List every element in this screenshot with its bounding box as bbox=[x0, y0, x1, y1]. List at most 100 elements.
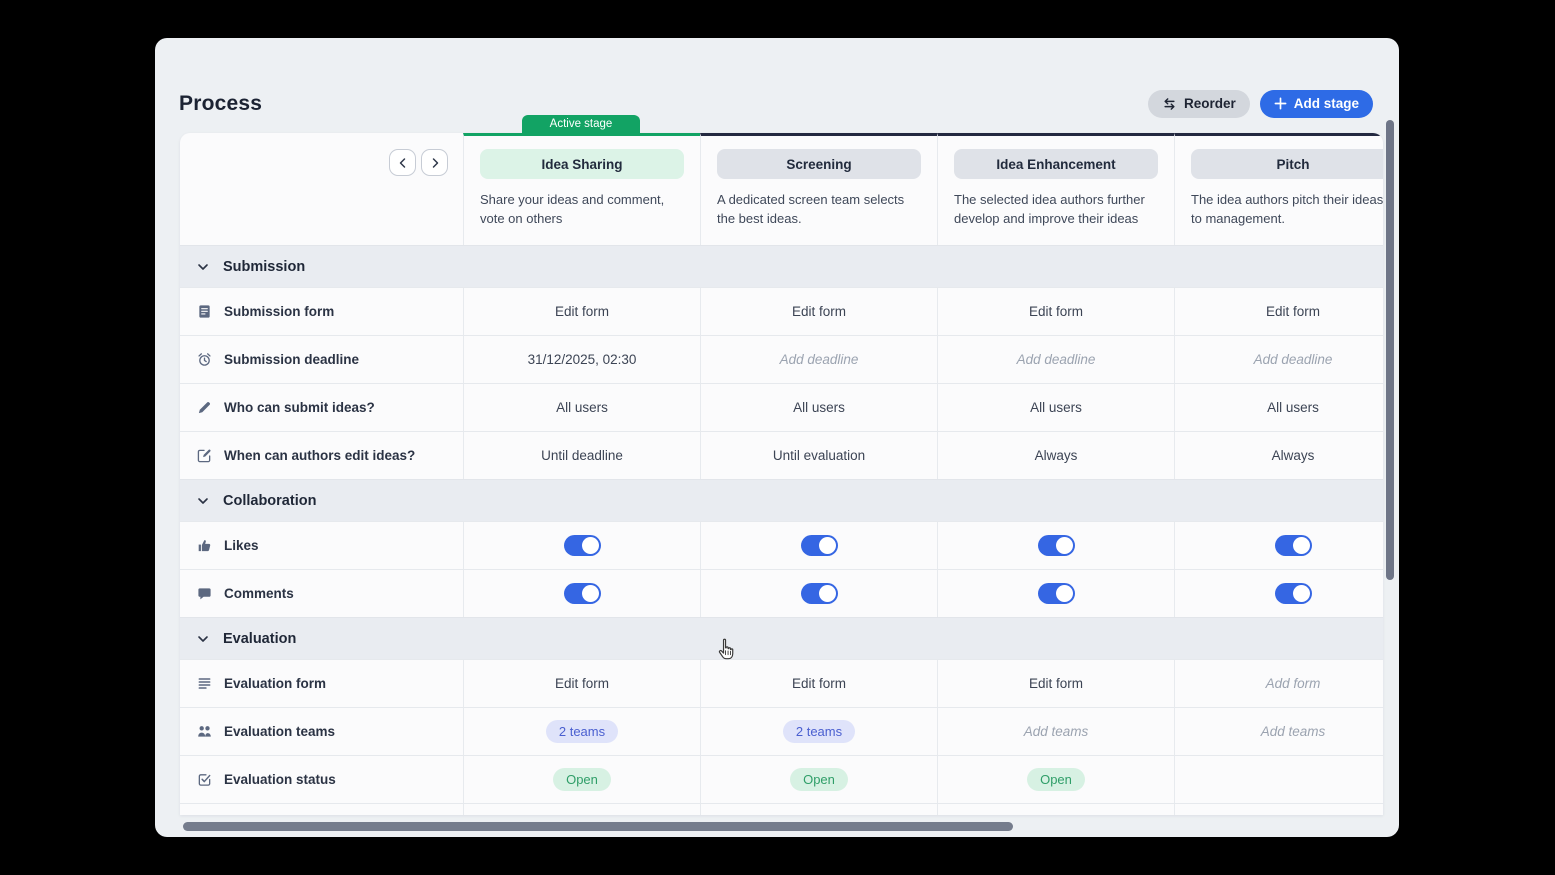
edit-form-action[interactable]: Edit form bbox=[554, 676, 609, 691]
chevron-right-icon bbox=[432, 157, 438, 168]
row-label: Likes bbox=[224, 538, 259, 553]
panel-header: Process Reorder Add stage bbox=[155, 38, 1399, 133]
who-can-submit-select[interactable]: All users bbox=[793, 400, 845, 415]
table-cell bbox=[700, 570, 937, 617]
table-cell bbox=[937, 570, 1174, 617]
add-teams-action[interactable]: Add teams bbox=[1260, 724, 1326, 739]
edit-form-action[interactable]: Edit form bbox=[1265, 304, 1320, 319]
add-deadline-action[interactable]: Add deadline bbox=[779, 352, 859, 367]
status-badge[interactable]: Open bbox=[1027, 768, 1085, 791]
table-cell: Edit form bbox=[937, 660, 1174, 707]
teams-badge[interactable]: 2 teams bbox=[545, 720, 619, 743]
who-can-submit-select[interactable]: All users bbox=[1030, 400, 1082, 415]
stage-name-pill[interactable]: Idea Enhancement bbox=[954, 149, 1158, 179]
vertical-scrollbar-thumb[interactable] bbox=[1386, 120, 1394, 580]
who-can-submit-select[interactable]: All users bbox=[556, 400, 608, 415]
alarm-clock-icon bbox=[197, 352, 212, 367]
stage-name-pill[interactable]: Screening bbox=[717, 149, 921, 179]
toggle-knob bbox=[1292, 585, 1310, 602]
edit-form-action[interactable]: Edit form bbox=[554, 304, 609, 319]
status-badge[interactable]: Open bbox=[553, 768, 611, 791]
section-header-collaboration[interactable]: Collaboration bbox=[180, 479, 1383, 521]
next-stage-button[interactable] bbox=[421, 149, 448, 176]
thumbs-up-icon bbox=[197, 538, 212, 553]
who-can-submit-select[interactable]: All users bbox=[1267, 400, 1319, 415]
prev-stage-button[interactable] bbox=[389, 149, 416, 176]
list-icon bbox=[197, 676, 212, 691]
add-deadline-action[interactable]: Add deadline bbox=[1016, 352, 1096, 367]
row-label-cell: Submission form bbox=[180, 288, 463, 335]
table-cell: Always bbox=[1174, 432, 1383, 479]
add-stage-button[interactable]: Add stage bbox=[1259, 89, 1373, 118]
process-table-wrap: Active stage Idea Sharing Sh bbox=[180, 115, 1383, 815]
status-badge[interactable]: Open bbox=[790, 768, 848, 791]
teams-badge[interactable]: 2 teams bbox=[782, 720, 856, 743]
form-icon bbox=[197, 304, 212, 319]
table-cell: Edit form bbox=[700, 660, 937, 707]
chevron-down-icon bbox=[198, 635, 208, 642]
table-cell: All users bbox=[1174, 384, 1383, 431]
add-form-action[interactable]: Add form bbox=[1265, 676, 1321, 691]
checkbox-icon bbox=[197, 772, 212, 787]
comments-toggle[interactable] bbox=[563, 583, 601, 604]
stage-nav-cell bbox=[180, 133, 463, 245]
reorder-button[interactable]: Reorder bbox=[1147, 89, 1250, 118]
edit-window-select[interactable]: Until evaluation bbox=[772, 448, 866, 463]
row-label-cell: Comments bbox=[180, 570, 463, 617]
likes-toggle[interactable] bbox=[800, 535, 838, 556]
table-cell: Add deadline bbox=[1174, 336, 1383, 383]
active-stage-badge: Active stage bbox=[522, 115, 640, 133]
table-cell: Always bbox=[937, 432, 1174, 479]
table-cell: Add deadline bbox=[700, 336, 937, 383]
reorder-label: Reorder bbox=[1183, 96, 1236, 111]
stage-header-idea-sharing: Idea Sharing Share your ideas and commen… bbox=[463, 133, 700, 245]
section-header-evaluation[interactable]: Evaluation bbox=[180, 617, 1383, 659]
row-label-cell: Evaluation status bbox=[180, 756, 463, 803]
section-header-submission[interactable]: Submission bbox=[180, 245, 1383, 287]
add-teams-action[interactable]: Add teams bbox=[1023, 724, 1089, 739]
table-cell: Edit form bbox=[700, 288, 937, 335]
page-title: Process bbox=[179, 91, 263, 115]
table-row-partial bbox=[180, 803, 1383, 815]
deadline-value[interactable]: 31/12/2025, 02:30 bbox=[527, 352, 637, 367]
edit-form-action[interactable]: Edit form bbox=[791, 676, 846, 691]
row-label: Evaluation status bbox=[224, 772, 336, 787]
row-label: When can authors edit ideas? bbox=[224, 448, 416, 463]
table-cell: Open bbox=[463, 756, 700, 803]
edit-window-select[interactable]: Always bbox=[1034, 448, 1078, 463]
comments-toggle[interactable] bbox=[800, 583, 838, 604]
likes-toggle[interactable] bbox=[1037, 535, 1075, 556]
likes-toggle[interactable] bbox=[563, 535, 601, 556]
table-cell: All users bbox=[700, 384, 937, 431]
table-cell: All users bbox=[937, 384, 1174, 431]
table-cell: 2 teams bbox=[700, 708, 937, 755]
edit-box-icon bbox=[197, 448, 212, 463]
comments-toggle[interactable] bbox=[1037, 583, 1075, 604]
edit-form-action[interactable]: Edit form bbox=[791, 304, 846, 319]
row-label-cell bbox=[180, 804, 463, 815]
horizontal-scrollbar-thumb[interactable] bbox=[183, 822, 1013, 831]
row-label: Who can submit ideas? bbox=[224, 400, 375, 415]
process-table: Idea Sharing Share your ideas and commen… bbox=[180, 133, 1383, 815]
stage-name-pill[interactable]: Pitch bbox=[1191, 149, 1383, 179]
comment-icon bbox=[197, 586, 212, 601]
row-label-cell: Who can submit ideas? bbox=[180, 384, 463, 431]
toggle-knob bbox=[1292, 537, 1310, 554]
row-label: Submission form bbox=[224, 304, 335, 319]
stage-name-pill[interactable]: Idea Sharing bbox=[480, 149, 684, 179]
edit-form-action[interactable]: Edit form bbox=[1028, 304, 1083, 319]
edit-form-action[interactable]: Edit form bbox=[1028, 676, 1083, 691]
comments-toggle[interactable] bbox=[1274, 583, 1312, 604]
table-cell bbox=[1174, 570, 1383, 617]
row-label-cell: When can authors edit ideas? bbox=[180, 432, 463, 479]
table-cell bbox=[937, 522, 1174, 569]
row-label: Submission deadline bbox=[224, 352, 360, 367]
add-deadline-action[interactable]: Add deadline bbox=[1253, 352, 1333, 367]
likes-toggle[interactable] bbox=[1274, 535, 1312, 556]
toggle-knob bbox=[818, 537, 836, 554]
reorder-icon bbox=[1162, 97, 1177, 111]
edit-window-select[interactable]: Until deadline bbox=[541, 448, 623, 463]
chevron-left-icon bbox=[399, 157, 405, 168]
section-title: Evaluation bbox=[223, 630, 297, 647]
edit-window-select[interactable]: Always bbox=[1271, 448, 1315, 463]
